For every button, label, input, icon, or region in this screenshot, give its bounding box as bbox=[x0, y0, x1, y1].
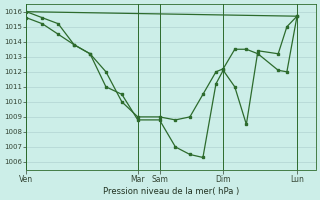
X-axis label: Pression niveau de la mer( hPa ): Pression niveau de la mer( hPa ) bbox=[103, 187, 239, 196]
